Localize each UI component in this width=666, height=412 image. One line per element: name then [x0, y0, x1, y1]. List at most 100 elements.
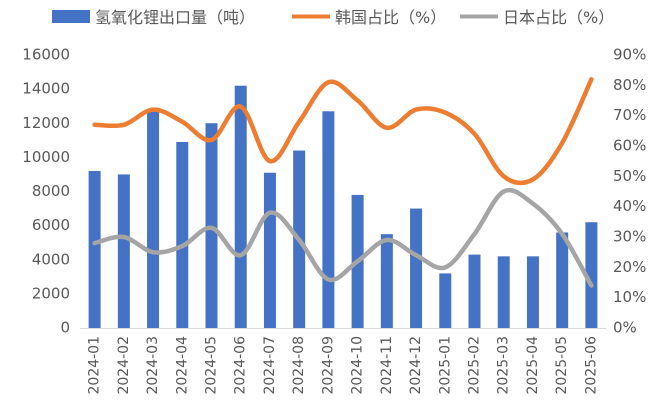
line-point-2-2024-02	[122, 235, 126, 239]
line-point-2-2024-07	[268, 211, 272, 215]
line-series-2	[92, 188, 594, 288]
bar-2024-04	[176, 142, 189, 328]
series-line-2	[92, 188, 594, 288]
left-axis-tick-label: 8000	[32, 182, 70, 200]
line-point-1-2025-05	[560, 141, 564, 145]
line-point-1-2024-06	[239, 105, 243, 109]
category-tick-label: 2024-11	[379, 336, 395, 395]
line-point-1-2024-07	[268, 159, 272, 163]
bar-2024-06	[234, 85, 247, 329]
bar-2024-02	[117, 174, 130, 328]
category-tick-label: 2025-05	[554, 336, 570, 395]
line-point-1-2025-04	[531, 177, 535, 181]
right-axis: 0% 10% 20% 30% 40% 50% 60% 70% 80% 90%	[613, 46, 646, 337]
left-axis-tick-label: 6000	[32, 216, 70, 234]
bar-2024-11	[380, 234, 393, 328]
line-point-2-2024-10	[356, 259, 360, 263]
category-tick-label: 2024-03	[145, 336, 161, 395]
line-point-2-2025-04	[531, 202, 535, 206]
category-tick-label: 2024-01	[87, 336, 103, 395]
line-point-1-2025-03	[502, 174, 506, 178]
left-axis: 0 2000 4000 6000 8000 10000 12000 14000 16000	[22, 46, 70, 337]
line-point-2-2024-09	[326, 277, 330, 281]
right-axis-tick-label: 0%	[613, 319, 637, 337]
left-axis-tick-label: 10000	[22, 148, 70, 166]
category-tick-label: 2024-08	[291, 336, 307, 395]
right-axis-tick-label: 80%	[613, 76, 646, 94]
bar-2024-03	[147, 109, 160, 328]
line-point-1-2024-03	[151, 108, 155, 112]
legend-item-export-volume: 氢氧化锂出口量（吨）	[52, 8, 255, 27]
line-point-1-2024-01	[93, 123, 97, 127]
right-axis-tick-label: 40%	[613, 197, 646, 215]
line-point-2-2024-11	[385, 238, 389, 242]
legend: 氢氧化锂出口量（吨） 韩国占比（%） 日本占比（%）	[52, 8, 614, 27]
legend-label-japan-share: 日本占比（%）	[503, 8, 614, 27]
legend-item-korea-share: 韩国占比（%）	[292, 8, 446, 27]
line-point-1-2024-10	[356, 99, 360, 103]
line-point-1-2024-09	[326, 80, 330, 84]
series-line-1	[92, 77, 594, 186]
line-point-1-2024-02	[122, 123, 126, 127]
line-point-2-2024-05	[210, 226, 214, 230]
right-axis-tick-label: 10%	[613, 288, 646, 306]
line-point-1-2024-05	[210, 138, 214, 142]
bar-2024-05	[205, 123, 218, 328]
left-axis-tick-label: 16000	[22, 46, 70, 64]
line-point-1-2024-12	[414, 108, 418, 112]
bar-2025-01	[439, 273, 452, 328]
bar-2025-03	[497, 256, 510, 328]
line-series	[92, 77, 594, 288]
category-tick-label: 2024-09	[320, 336, 336, 395]
category-tick-label: 2024-04	[174, 336, 190, 395]
line-point-1-2025-06	[589, 77, 593, 81]
left-axis-tick-label: 2000	[32, 284, 70, 302]
line-point-2-2025-03	[502, 190, 506, 194]
left-axis-tick-label: 4000	[32, 250, 70, 268]
bar-2025-02	[468, 254, 481, 328]
line-point-2-2024-06	[239, 253, 243, 257]
bar-2024-09	[322, 111, 335, 329]
legend-label-korea-share: 韩国占比（%）	[335, 8, 446, 27]
line-point-1-2024-04	[180, 120, 184, 124]
right-axis-tick-label: 50%	[613, 167, 646, 185]
line-point-1-2024-08	[297, 120, 301, 124]
category-tick-label: 2024-02	[116, 336, 132, 395]
left-axis-tick-label: 12000	[22, 114, 70, 132]
legend-item-japan-share: 日本占比（%）	[460, 8, 614, 27]
category-tick-label: 2025-04	[525, 336, 541, 395]
line-point-2-2024-04	[180, 244, 184, 248]
category-tick-label: 2025-01	[437, 336, 453, 395]
line-point-2-2025-01	[443, 265, 447, 269]
line-point-2-2025-05	[560, 232, 564, 236]
category-tick-label: 2025-06	[583, 336, 599, 395]
line-point-2-2025-06	[589, 284, 593, 288]
bar-series-export-volume	[88, 85, 598, 329]
right-axis-tick-label: 20%	[613, 258, 646, 276]
line-point-2-2025-02	[473, 232, 477, 236]
line-series-1	[92, 77, 594, 186]
bar-2025-04	[526, 256, 539, 328]
line-point-1-2024-11	[385, 126, 389, 130]
category-tick-label: 2025-02	[467, 336, 483, 395]
category-tick-label: 2024-05	[204, 336, 220, 395]
right-axis-tick-label: 60%	[613, 137, 646, 155]
category-tick-label: 2024-10	[350, 336, 366, 395]
bar-2024-12	[410, 208, 423, 328]
line-point-2-2024-03	[151, 250, 155, 254]
bar-2025-05	[556, 232, 569, 328]
left-axis-tick-label: 14000	[22, 80, 70, 98]
right-axis-tick-label: 90%	[613, 46, 646, 64]
line-point-1-2025-02	[473, 132, 477, 136]
right-axis-tick-label: 70%	[613, 106, 646, 124]
line-point-2-2024-01	[93, 241, 97, 245]
line-point-1-2025-01	[443, 111, 447, 115]
bar-2025-06	[585, 222, 598, 328]
bar-2024-01	[88, 171, 101, 328]
right-axis-tick-label: 30%	[613, 228, 646, 246]
line-point-2-2024-08	[297, 238, 301, 242]
line-point-2-2024-12	[414, 253, 418, 257]
category-tick-label: 2024-07	[262, 336, 278, 395]
legend-swatch-export-volume	[52, 10, 90, 23]
